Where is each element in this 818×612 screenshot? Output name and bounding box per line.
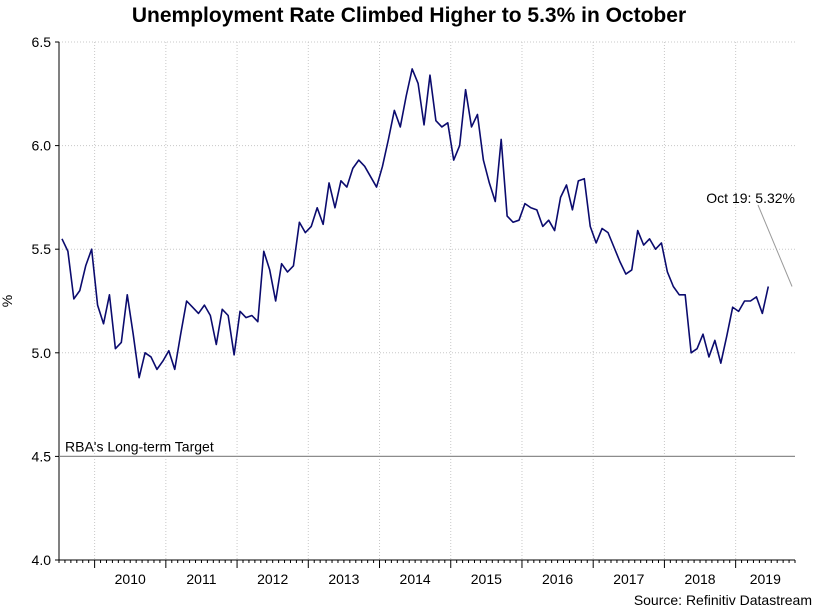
x-tick-label: 2014: [400, 571, 431, 587]
source-note: Source: Refinitiv Datastream: [633, 592, 812, 608]
x-tick-label: 2011: [186, 571, 216, 587]
x-tick-label: 2018: [684, 571, 715, 587]
series-line: [61, 68, 770, 379]
y-tick-label: 4.0: [32, 552, 52, 568]
x-tick-label: 2017: [613, 571, 644, 587]
y-tick-label: 5.0: [32, 345, 52, 361]
y-tick-label: 4.5: [32, 448, 52, 464]
y-tick-label: 6.0: [32, 138, 52, 154]
x-tick-label: 2016: [542, 571, 573, 587]
x-tick-label: 2019: [750, 571, 781, 587]
y-tick-label: 5.5: [32, 241, 52, 257]
x-tick-label: 2013: [328, 571, 359, 587]
chart-title: Unemployment Rate Climbed Higher to 5.3%…: [131, 4, 687, 27]
annotation-label: Oct 19: 5.32%: [706, 190, 795, 206]
x-tick-label: 2015: [471, 571, 502, 587]
x-tick-label: 2010: [115, 571, 146, 587]
x-tick-label: 2012: [257, 571, 288, 587]
y-tick-label: 6.5: [32, 34, 52, 50]
annotation-leader: [757, 204, 793, 287]
y-axis-label: %: [0, 295, 15, 307]
target-label: RBA's Long-term Target: [65, 438, 214, 454]
